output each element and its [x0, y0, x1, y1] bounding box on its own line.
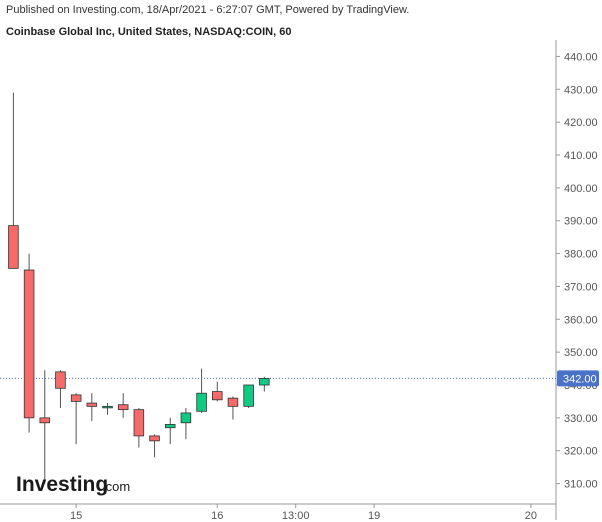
price-axis-tick-label: 370.00	[564, 281, 598, 293]
candle-body	[39, 417, 51, 424]
candle-body	[149, 435, 160, 442]
price-axis-tick-label: 380.00	[564, 249, 598, 261]
time-axis-tick-label: 19	[368, 510, 380, 522]
time-axis-tick-label: 15	[70, 510, 82, 522]
price-axis-tick-label: 430.00	[564, 84, 598, 96]
logo-text-suffix: .com	[102, 479, 130, 494]
candle	[55, 370, 66, 408]
candle	[117, 393, 129, 418]
candle-body	[243, 384, 254, 407]
publish-line: Published on Investing.com, 18/Apr/2021 …	[6, 4, 410, 16]
logo-text-main: Investing	[16, 473, 108, 496]
candle-body	[180, 412, 192, 424]
candle	[23, 253, 35, 433]
time-axis: 15 16 13:00 19 20	[0, 503, 556, 522]
candle	[8, 92, 19, 269]
candle	[212, 381, 223, 402]
candle-body	[86, 402, 98, 407]
candle-body	[55, 371, 66, 389]
candle	[243, 384, 254, 408]
symbol-title: Coinbase Global Inc, United States, NASD…	[6, 26, 292, 38]
candle-body	[259, 378, 270, 386]
candle	[227, 396, 239, 420]
last-price-tag-label: 342.00	[563, 373, 597, 385]
time-axis-tick-label: 13:00	[282, 510, 310, 522]
investing-logo: Investing .com	[16, 473, 130, 496]
time-axis-tick-label: 20	[525, 510, 537, 522]
price-axis-tick-label: 310.00	[564, 479, 598, 491]
candle-body	[23, 269, 35, 419]
candle-body	[227, 397, 239, 407]
price-axis-tick-label: 360.00	[564, 314, 598, 326]
candle-body	[212, 391, 223, 401]
candle-body	[8, 225, 19, 269]
time-axis-tick-label: 16	[211, 510, 223, 522]
candle	[133, 408, 145, 448]
candle	[180, 408, 192, 440]
price-axis-tick-label: 400.00	[564, 183, 598, 195]
candle	[164, 417, 176, 445]
candle	[102, 403, 113, 415]
price-axis-tick-label: 350.00	[564, 347, 598, 359]
last-price-tag-box	[557, 370, 599, 387]
candles-layer	[8, 92, 270, 484]
candle-body	[102, 405, 113, 409]
price-axis-tick-label: 320.00	[564, 446, 598, 458]
price-axis: 310.00320.00330.00340.00350.00360.00370.…	[555, 40, 598, 520]
candle	[70, 393, 82, 445]
price-axis-tick-label: 420.00	[564, 117, 598, 129]
price-axis-tick-label: 440.00	[564, 51, 598, 63]
candle-body	[117, 404, 129, 411]
price-axis-tick-label: 390.00	[564, 216, 598, 228]
candle-body	[70, 394, 82, 402]
candle	[86, 393, 98, 422]
price-axis-tick-label: 330.00	[564, 413, 598, 425]
candle	[149, 434, 160, 458]
candle	[259, 376, 270, 392]
candle	[196, 368, 207, 413]
last-price-tag: 342.00	[557, 370, 599, 387]
candle-body	[133, 409, 145, 437]
price-axis-tick-label: 410.00	[564, 150, 598, 162]
candle-body	[164, 424, 176, 429]
chart-header: Published on Investing.com, 18/Apr/2021 …	[6, 2, 409, 40]
candle	[39, 370, 51, 484]
candle-body	[196, 392, 207, 412]
